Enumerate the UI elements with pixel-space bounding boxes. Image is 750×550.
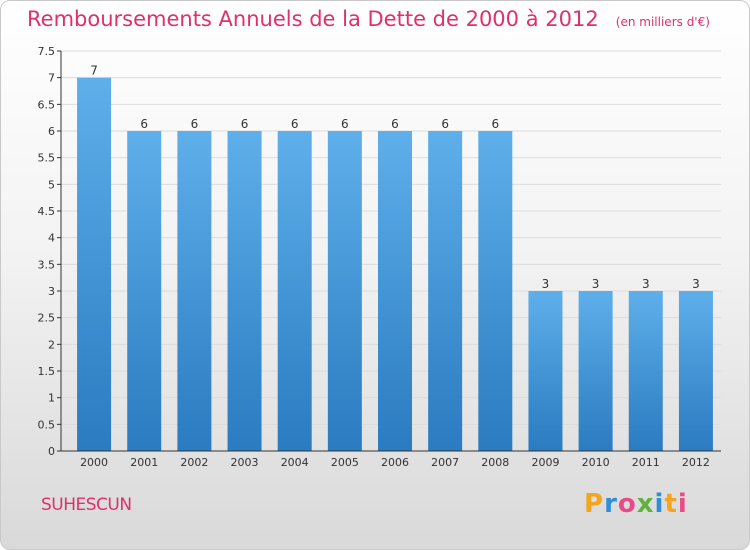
x-tick-label-2002: 2002 [180, 456, 208, 469]
x-tick-label-2011: 2011 [632, 456, 660, 469]
data-label-2004: 6 [291, 117, 299, 131]
y-tick-label: 4 [48, 232, 55, 245]
x-tick-label-2010: 2010 [582, 456, 610, 469]
x-tick-label-2006: 2006 [381, 456, 409, 469]
x-tick-label-2004: 2004 [281, 456, 309, 469]
y-tick-label: 2.5 [38, 312, 56, 325]
bar-2008[interactable] [478, 131, 513, 451]
data-label-2008: 6 [491, 117, 499, 131]
y-tick-label: 5 [48, 178, 55, 191]
bar-2004[interactable] [277, 131, 312, 451]
y-tick-label: 4.5 [38, 205, 56, 218]
x-tick-label-2008: 2008 [481, 456, 509, 469]
bar-2003[interactable] [227, 131, 262, 451]
y-tick-label: 5.5 [38, 152, 56, 165]
data-label-2012: 3 [692, 277, 700, 291]
bar-2001[interactable] [127, 131, 162, 451]
y-tick-label: 7 [48, 72, 55, 85]
y-tick-label: 6 [48, 125, 55, 138]
x-tick-label-2009: 2009 [531, 456, 559, 469]
data-label-2000: 7 [90, 64, 98, 78]
bar-2000[interactable] [77, 77, 112, 452]
chart-unit: (en milliers d'€) [615, 15, 710, 29]
title-row: Remboursements Annuels de la Dette de 20… [27, 7, 710, 31]
bar-2006[interactable] [378, 131, 412, 451]
x-tick-label-2007: 2007 [431, 456, 459, 469]
bar-2009[interactable] [528, 291, 563, 451]
data-label-2005: 6 [341, 117, 349, 131]
y-tick-label: 3 [48, 285, 55, 298]
bar-2007[interactable] [428, 131, 463, 451]
y-tick-label: 3.5 [38, 258, 56, 271]
bar-2010[interactable] [578, 291, 613, 451]
commune-name: SUHESCUN [41, 495, 132, 515]
data-label-2011: 3 [642, 277, 650, 291]
y-tick-label: 1 [48, 392, 55, 405]
data-label-2007: 6 [441, 117, 449, 131]
data-label-2001: 6 [140, 117, 148, 131]
data-label-2010: 3 [592, 277, 600, 291]
x-tick-label-2003: 2003 [231, 456, 259, 469]
y-tick-label: 7.5 [38, 45, 56, 58]
data-label-2002: 6 [191, 117, 199, 131]
y-tick-label: 1.5 [38, 365, 56, 378]
labels-layer: 0 0.5 1 1.5 2 2.5 3 3.5 4 4.5 5 5.5 6 6.5 7 7.5 7 2000 6 20… [38, 45, 710, 469]
y-tick-label: 2 [48, 338, 55, 351]
y-tick-label: 0 [48, 445, 55, 458]
proxiti-logo[interactable]: Proxiti [584, 489, 688, 519]
axis-layer [57, 50, 721, 452]
bars-layer [77, 77, 713, 452]
bar-2012[interactable] [678, 291, 713, 451]
chart-title: Remboursements Annuels de la Dette de 20… [27, 7, 599, 31]
x-tick-label-2012: 2012 [682, 456, 710, 469]
y-tick-label: 0.5 [38, 418, 56, 431]
y-tick-label: 6.5 [38, 98, 56, 111]
bar-2005[interactable] [327, 131, 362, 451]
x-tick-label-2000: 2000 [80, 456, 108, 469]
data-label-2003: 6 [241, 117, 249, 131]
x-tick-label-2005: 2005 [331, 456, 359, 469]
x-tick-label-2001: 2001 [130, 456, 158, 469]
bar-2002[interactable] [177, 131, 212, 451]
data-label-2009: 3 [542, 277, 550, 291]
bar-2011[interactable] [628, 291, 663, 451]
data-label-2006: 6 [391, 117, 399, 131]
